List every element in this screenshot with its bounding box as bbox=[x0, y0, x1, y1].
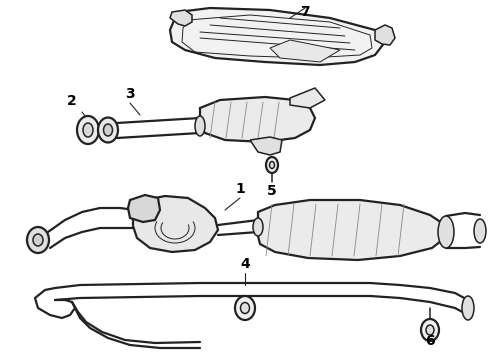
Ellipse shape bbox=[98, 117, 118, 143]
Text: 7: 7 bbox=[300, 5, 310, 19]
Text: 3: 3 bbox=[125, 87, 135, 101]
Ellipse shape bbox=[474, 219, 486, 243]
Ellipse shape bbox=[83, 123, 93, 137]
Ellipse shape bbox=[253, 218, 263, 236]
Ellipse shape bbox=[266, 157, 278, 173]
Polygon shape bbox=[128, 195, 160, 222]
Ellipse shape bbox=[421, 319, 439, 341]
Polygon shape bbox=[250, 137, 282, 155]
Polygon shape bbox=[133, 196, 218, 252]
Ellipse shape bbox=[270, 162, 274, 168]
Ellipse shape bbox=[426, 325, 434, 335]
Ellipse shape bbox=[438, 216, 454, 248]
Text: 2: 2 bbox=[67, 94, 77, 108]
Polygon shape bbox=[270, 40, 340, 62]
Ellipse shape bbox=[77, 116, 99, 144]
Ellipse shape bbox=[27, 227, 49, 253]
Ellipse shape bbox=[33, 234, 43, 246]
Polygon shape bbox=[170, 10, 192, 26]
Polygon shape bbox=[290, 88, 325, 108]
Text: 6: 6 bbox=[425, 334, 435, 348]
Polygon shape bbox=[257, 200, 445, 260]
Ellipse shape bbox=[235, 296, 255, 320]
Text: 5: 5 bbox=[267, 184, 277, 198]
Text: 1: 1 bbox=[235, 182, 245, 196]
Text: 4: 4 bbox=[240, 257, 250, 271]
Ellipse shape bbox=[103, 124, 113, 136]
Ellipse shape bbox=[195, 116, 205, 136]
Polygon shape bbox=[170, 8, 385, 65]
Ellipse shape bbox=[462, 296, 474, 320]
Ellipse shape bbox=[241, 302, 249, 314]
Polygon shape bbox=[375, 25, 395, 45]
Polygon shape bbox=[200, 97, 315, 142]
